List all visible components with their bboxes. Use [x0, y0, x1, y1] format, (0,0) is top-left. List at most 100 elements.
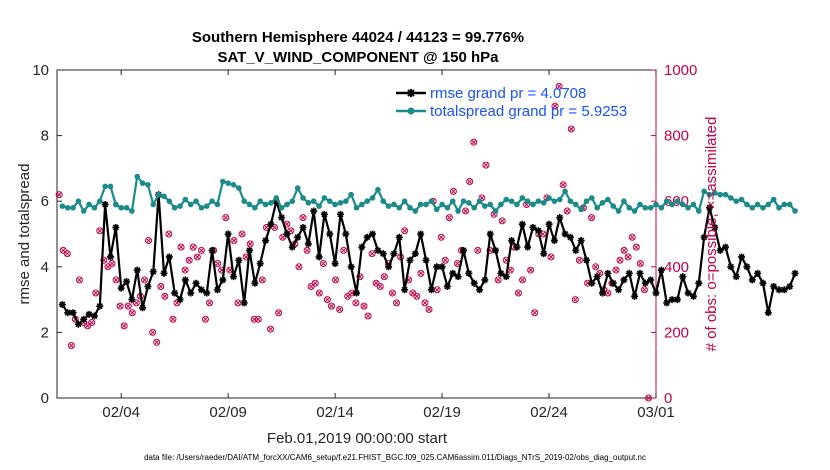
spread-marker	[556, 196, 563, 203]
obs-assimilated-marker	[170, 316, 176, 322]
rmse-marker	[353, 289, 360, 297]
plot-area: 02468100200400600800100002/0402/0902/140…	[32, 62, 799, 421]
spread-marker	[171, 204, 178, 211]
obs-possible-marker	[189, 243, 197, 251]
obs-assimilated-marker	[560, 182, 566, 188]
rmse-marker	[278, 214, 286, 222]
obs-assimilated-marker	[308, 283, 314, 290]
obs-assimilated-marker	[117, 303, 123, 309]
rmse-marker	[213, 286, 221, 294]
rmse-marker	[449, 269, 457, 277]
rmse-marker	[358, 243, 366, 251]
spread-marker	[733, 198, 740, 204]
rmse-marker	[497, 269, 505, 277]
obs-assimilated-marker	[349, 290, 355, 296]
rmse-marker	[668, 296, 676, 304]
obs-possible-marker	[514, 289, 522, 297]
obs-assimilated-marker	[316, 290, 322, 296]
spread-marker	[621, 198, 627, 204]
obs-assimilated-marker	[194, 254, 200, 260]
rmse-marker	[631, 292, 639, 300]
obs-possible-marker	[645, 394, 653, 402]
obs-assimilated-marker	[198, 247, 204, 253]
obs-possible-marker	[612, 266, 620, 274]
obs-assimilated-marker	[369, 251, 375, 257]
obs-possible-marker	[376, 282, 384, 290]
rmse-marker	[417, 230, 425, 238]
obs-possible-marker	[140, 276, 148, 284]
spread-marker	[359, 201, 365, 208]
obs-possible-marker	[197, 246, 205, 254]
obs-possible-marker	[238, 230, 246, 238]
rmse-marker	[620, 276, 628, 284]
spread-marker	[717, 191, 723, 198]
spread-marker	[364, 198, 370, 204]
obs-possible-marker	[132, 299, 140, 307]
spread-marker	[663, 198, 670, 204]
obs-possible-marker	[466, 178, 474, 186]
rmse-marker	[443, 282, 451, 290]
spread-marker	[535, 198, 542, 204]
obs-assimilated-marker	[150, 329, 156, 335]
obs-possible-marker	[437, 233, 445, 241]
obs-possible-marker	[474, 246, 482, 254]
spread-marker	[572, 201, 579, 208]
spread-marker	[567, 198, 574, 204]
spread-marker	[102, 183, 108, 190]
rmse-marker	[267, 220, 275, 228]
rmse-marker	[64, 309, 72, 317]
spread-marker	[166, 198, 173, 204]
obs-possible-marker	[368, 250, 376, 258]
obs-assimilated-marker	[645, 395, 652, 401]
spread-marker	[466, 200, 472, 206]
spread-marker	[498, 201, 504, 208]
rmse-marker	[786, 282, 794, 290]
rmse-marker	[149, 268, 157, 276]
rmse-marker	[401, 286, 409, 294]
obs-possible-marker	[55, 191, 63, 199]
obs-possible-marker	[519, 276, 527, 284]
obs-possible-marker	[628, 233, 636, 241]
spread-marker	[70, 204, 76, 211]
rmse-marker	[117, 284, 125, 292]
obs-possible-marker	[250, 315, 258, 323]
spread-marker	[385, 203, 392, 209]
obs-possible-marker	[149, 328, 157, 336]
spread-marker	[439, 201, 445, 208]
obs-assimilated-marker	[68, 342, 74, 349]
rmse-marker	[791, 269, 799, 277]
y-tick-label: 6	[41, 193, 49, 210]
obs-possible-marker	[279, 233, 287, 241]
obs-possible-marker	[559, 181, 567, 189]
spread-marker	[107, 183, 114, 190]
legend-spread-label: totalspread grand pr = 5.9253	[430, 103, 627, 120]
x-tick-label: 02/04	[102, 404, 140, 421]
rmse-marker	[657, 266, 665, 274]
obs-possible-marker	[267, 325, 275, 333]
obs-assimilated-marker	[446, 215, 452, 221]
spread-marker	[412, 208, 419, 214]
rmse-marker	[561, 230, 569, 238]
obs-assimilated-marker	[56, 192, 62, 198]
spread-marker	[492, 208, 499, 214]
obs-assimilated-marker	[133, 300, 139, 306]
rmse-marker	[144, 282, 152, 290]
rmse-marker	[272, 197, 280, 205]
spread-marker	[332, 201, 338, 208]
spread-marker	[145, 182, 151, 188]
obs-assimilated-marker	[64, 251, 70, 257]
obs-assimilated-marker	[337, 306, 343, 312]
spread-marker	[321, 195, 328, 201]
obs-possible-marker	[63, 250, 71, 258]
x-tick-label: 02/19	[423, 404, 461, 421]
spread-marker	[524, 198, 531, 204]
obs-possible-marker	[222, 214, 230, 222]
obs-possible-marker	[636, 260, 644, 268]
rmse-marker	[256, 260, 264, 268]
y-tick-label: 0	[41, 390, 49, 407]
rmse-marker	[743, 263, 751, 271]
rmse-marker	[133, 266, 141, 274]
obs-assimilated-marker	[365, 313, 371, 319]
spread-marker	[706, 191, 713, 198]
spread-marker	[770, 196, 777, 203]
